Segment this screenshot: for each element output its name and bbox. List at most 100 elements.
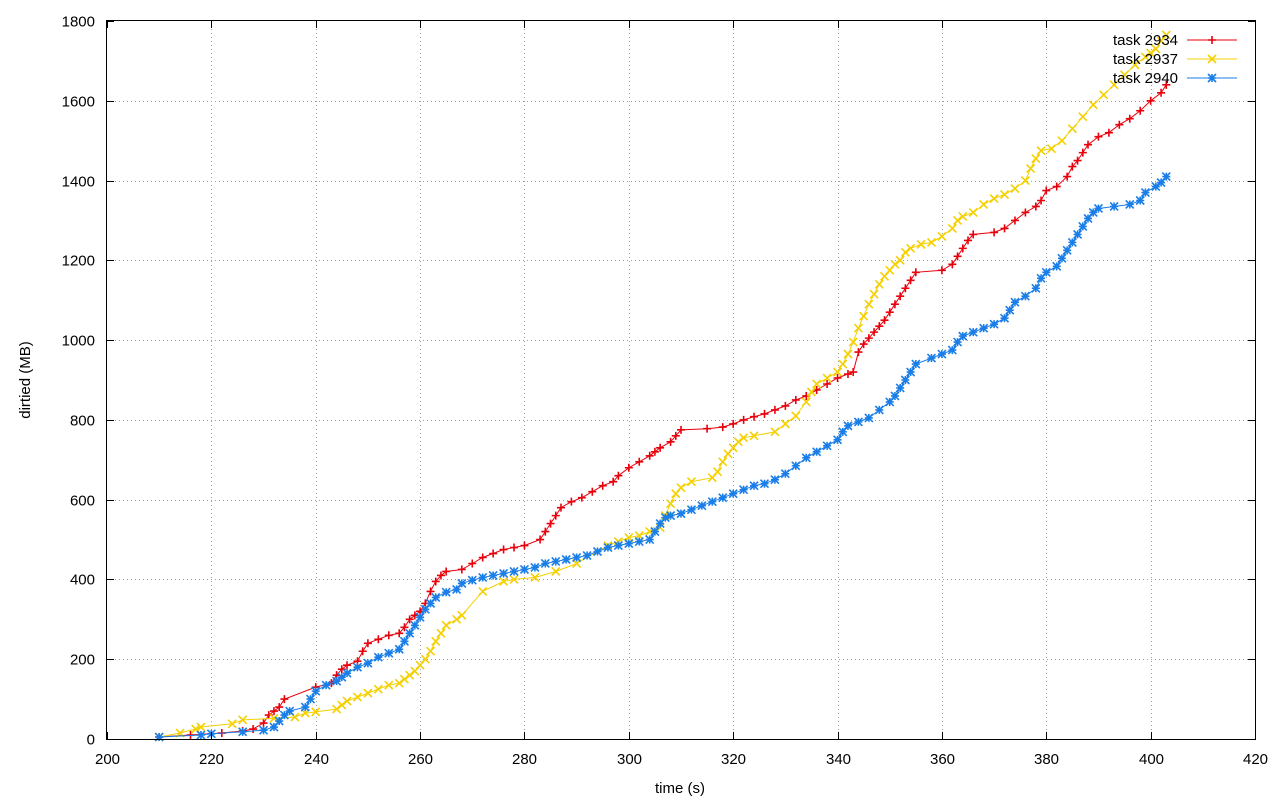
data-point (979, 323, 989, 333)
data-point (760, 409, 769, 418)
data-point (791, 411, 801, 421)
data-point (791, 395, 800, 404)
x-tick-label: 200 (95, 751, 120, 768)
data-point (952, 337, 963, 347)
data-point (781, 401, 790, 410)
data-point (885, 308, 894, 317)
data-point (1151, 44, 1161, 54)
data-point (337, 672, 347, 682)
series-1 (155, 80, 1171, 742)
data-point (634, 536, 644, 547)
data-point (822, 441, 832, 451)
data-point (750, 412, 759, 421)
data-point (1125, 199, 1135, 210)
data-point (1020, 291, 1030, 301)
data-point (337, 700, 347, 710)
data-point (1078, 112, 1088, 122)
data-point (363, 688, 373, 698)
data-point (812, 379, 822, 389)
data-point (1119, 70, 1130, 80)
data-point (869, 289, 879, 299)
data-point (343, 661, 352, 670)
data-point (676, 483, 686, 493)
data-point (249, 725, 258, 734)
data-point (958, 211, 968, 222)
data-point (592, 546, 603, 557)
y-tick-label: 1400 (62, 174, 95, 191)
data-point (1156, 177, 1166, 188)
y-tick-label: 1800 (62, 14, 95, 31)
data-point (1031, 283, 1041, 293)
data-point (478, 572, 488, 583)
data-point (238, 715, 248, 725)
data-point (1109, 201, 1119, 212)
data-point (660, 513, 670, 523)
data-point (1093, 203, 1104, 214)
y-tick-label: 0 (87, 732, 95, 749)
data-point (749, 481, 759, 491)
data-point (859, 311, 869, 321)
data-point (999, 189, 1010, 200)
data-point (420, 604, 430, 614)
data-point (968, 207, 978, 218)
data-point (969, 230, 978, 239)
data-point (478, 586, 488, 596)
data-point (441, 587, 451, 597)
data-point (906, 243, 916, 253)
data-point (916, 239, 926, 249)
data-point (374, 635, 383, 644)
data-point (1099, 90, 1109, 100)
data-point (405, 615, 414, 624)
data-point (510, 543, 519, 552)
data-point (1067, 124, 1077, 134)
data-point (556, 503, 565, 512)
data-point (1057, 136, 1067, 146)
data-point (880, 316, 889, 325)
data-point (823, 379, 832, 388)
data-point (1062, 245, 1072, 255)
data-point (853, 417, 863, 427)
data-point (900, 375, 910, 385)
data-point (1088, 100, 1098, 110)
data-point (875, 322, 884, 331)
data-point (1041, 267, 1051, 277)
data-point (1010, 183, 1020, 194)
data-point (499, 568, 509, 579)
data-point (279, 710, 289, 720)
data-point (1037, 196, 1046, 205)
data-point (1094, 132, 1103, 141)
data-point (1083, 213, 1093, 224)
data-point (384, 680, 394, 690)
data-point (739, 485, 749, 495)
y-tick-label: 1000 (62, 333, 95, 350)
data-point (1046, 144, 1057, 154)
x-tick-label: 220 (199, 751, 224, 768)
data-point (1036, 273, 1046, 283)
data-point (718, 423, 727, 432)
x-tick-label: 240 (304, 751, 329, 768)
data-point (848, 337, 858, 347)
data-point (598, 481, 607, 490)
data-point (780, 419, 790, 429)
data-point (1115, 120, 1124, 129)
data-point (1000, 224, 1009, 233)
data-point (478, 553, 487, 562)
data-point (400, 623, 409, 632)
data-point (801, 453, 811, 463)
data-point (989, 193, 999, 204)
data-point (1010, 216, 1019, 225)
data-point (1031, 202, 1040, 211)
data-point (895, 383, 905, 393)
data-point (457, 578, 467, 588)
data-point (833, 374, 842, 383)
data-point (311, 686, 321, 696)
data-point (425, 598, 436, 608)
series-line (159, 34, 1167, 738)
y-tick-label: 400 (70, 572, 95, 589)
data-point (431, 592, 441, 602)
data-point (650, 527, 660, 537)
data-point (509, 566, 519, 577)
series-3 (154, 172, 1171, 742)
y-tick-label: 1200 (62, 253, 95, 270)
